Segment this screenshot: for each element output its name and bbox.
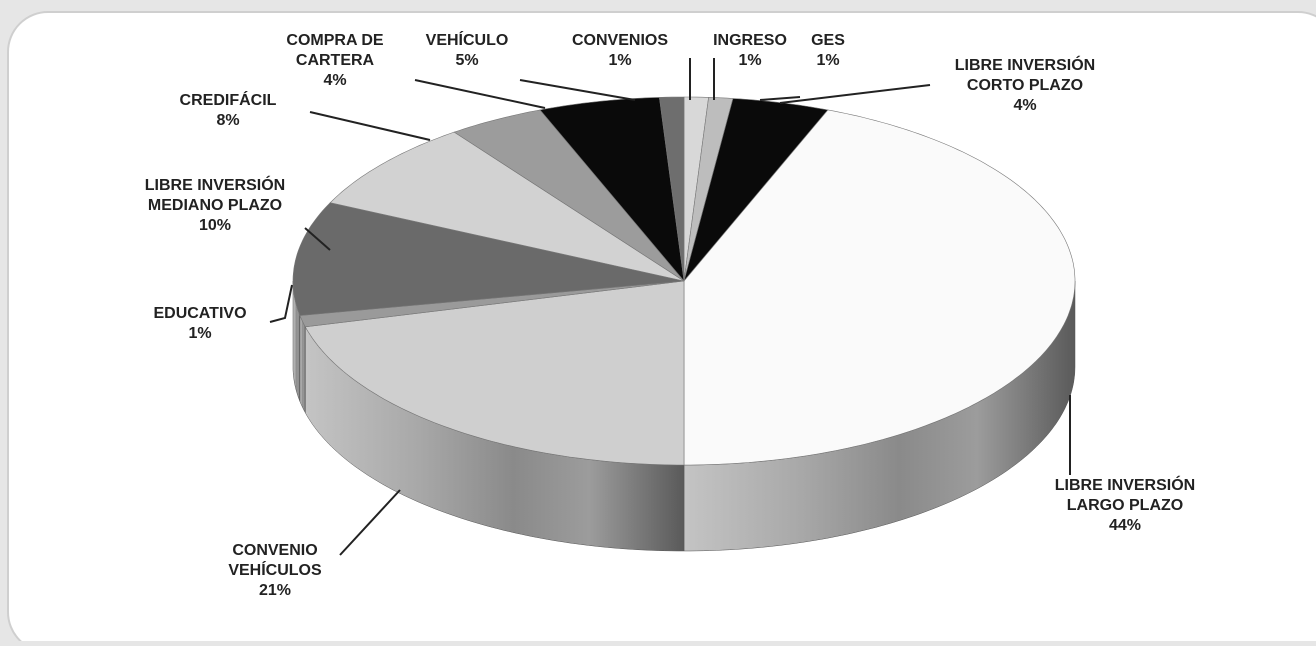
slice xyxy=(304,280,685,466)
slice-label: VEHÍCULO 5% xyxy=(426,30,509,69)
slice-label: CONVENIOS 1% xyxy=(572,32,668,69)
value-label: 21% xyxy=(259,582,291,599)
slice-label: LIBRE INVERSIÓN CORTO PLAZO 4% xyxy=(955,55,1095,114)
label-line: CREDIFÁCIL xyxy=(180,90,277,109)
label-line: LIBRE INVERSIÓN xyxy=(955,55,1095,74)
label-line: INGRESO xyxy=(713,32,787,49)
leader-line xyxy=(269,284,293,323)
slice-label: COMPRA DE CARTERA 4% xyxy=(286,32,384,89)
leader-line xyxy=(414,79,546,109)
slice-label: GES 1% xyxy=(811,32,845,69)
slice-label: LIBRE INVERSIÓN MEDIANO PLAZO 10% xyxy=(145,175,285,234)
value-label: 1% xyxy=(188,325,211,342)
value-label: 4% xyxy=(323,72,346,89)
slice xyxy=(683,109,1076,466)
leader-line xyxy=(304,227,331,251)
slice-label: LIBRE INVERSIÓN LARGO PLAZO 44% xyxy=(1055,475,1195,534)
label-line: COMPRA DE xyxy=(286,32,384,49)
slice xyxy=(292,202,685,316)
value-label: 5% xyxy=(455,52,478,69)
value-label: 1% xyxy=(608,52,631,69)
slice xyxy=(539,97,685,282)
leader-line xyxy=(759,96,801,101)
label-line: VEHÍCULO xyxy=(426,30,509,49)
slice xyxy=(453,109,685,282)
label-line: GES xyxy=(811,32,845,49)
leader-line xyxy=(779,84,931,104)
label-line: MEDIANO PLAZO xyxy=(148,197,282,214)
slice-label: EDUCATIVO 1% xyxy=(153,305,246,342)
label-line: CORTO PLAZO xyxy=(967,77,1083,94)
value-label: 8% xyxy=(216,112,239,129)
label-line: CONVENIOS xyxy=(572,32,668,49)
value-label: 10% xyxy=(199,217,231,234)
label-line: LIBRE INVERSIÓN xyxy=(145,175,285,194)
leader-line xyxy=(339,489,401,556)
label-line: CARTERA xyxy=(296,52,375,69)
leader-line xyxy=(309,111,431,141)
label-line: VEHÍCULOS xyxy=(228,560,322,579)
leader-line xyxy=(519,79,636,101)
value-label: 1% xyxy=(738,52,761,69)
label-line: LARGO PLAZO xyxy=(1067,497,1183,514)
value-label: 1% xyxy=(816,52,839,69)
slice-label: INGRESO 1% xyxy=(713,32,787,69)
slice xyxy=(659,96,685,282)
value-label: 44% xyxy=(1109,517,1141,534)
slice-side xyxy=(299,315,306,413)
value-label: 4% xyxy=(1013,97,1036,114)
label-line: EDUCATIVO xyxy=(153,305,246,322)
slice-label: CONVENIO VEHÍCULOS 21% xyxy=(228,542,322,599)
label-line: CONVENIO xyxy=(232,542,317,559)
label-line: LIBRE INVERSIÓN xyxy=(1055,475,1195,494)
slice-label: CREDIFÁCIL 8% xyxy=(180,90,277,129)
slice xyxy=(329,131,685,282)
